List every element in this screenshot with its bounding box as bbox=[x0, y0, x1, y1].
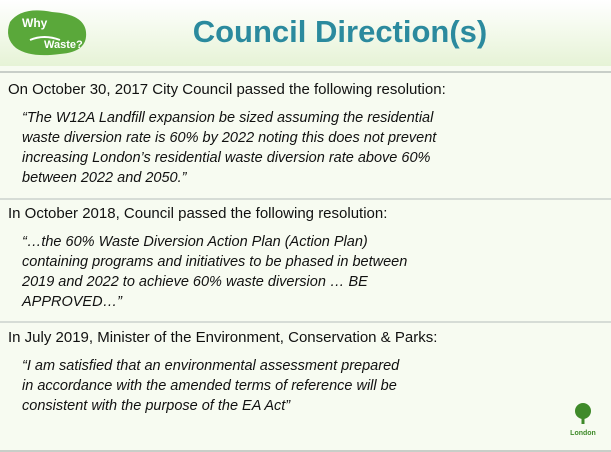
quote-line: increasing London’s residential waste di… bbox=[22, 150, 431, 166]
quote-line: 2019 and 2022 to achieve 60% waste diver… bbox=[21, 274, 368, 290]
intro-text: In October 2018, Council passed the foll… bbox=[8, 205, 387, 222]
quote-line: consistent with the purpose of the EA Ac… bbox=[22, 398, 291, 414]
quote-line: “The W12A Landfill expansion be sized as… bbox=[22, 110, 434, 126]
london-logo: London bbox=[570, 403, 596, 437]
slide-title: Council Direction(s) bbox=[193, 14, 488, 49]
why-waste-logo: Why Waste? bbox=[8, 10, 87, 56]
london-label: London bbox=[570, 430, 596, 437]
tree-crown bbox=[575, 403, 591, 419]
tree-trunk bbox=[581, 417, 585, 424]
logo-swoosh bbox=[29, 36, 61, 41]
logo-blob bbox=[8, 10, 87, 56]
quote-line: waste diversion rate is 60% by 2022 noti… bbox=[22, 130, 437, 146]
quote-line: in accordance with the amended terms of … bbox=[22, 378, 397, 394]
quote-line: APPROVED…” bbox=[21, 294, 123, 310]
intro-text: In July 2019, Minister of the Environmen… bbox=[8, 329, 437, 346]
quote-line: “…the 60% Waste Diversion Action Plan (A… bbox=[22, 234, 368, 250]
quote-line: between 2022 and 2050.” bbox=[22, 170, 188, 186]
logo-why: Why bbox=[22, 16, 48, 30]
intro-text: On October 30, 2017 City Council passed … bbox=[8, 81, 446, 98]
quote-line: containing programs and initiatives to b… bbox=[22, 254, 407, 270]
header-band bbox=[0, 0, 611, 66]
logo-waste: Waste? bbox=[44, 39, 83, 51]
quote-line: “I am satisfied that an environmental as… bbox=[22, 358, 400, 374]
